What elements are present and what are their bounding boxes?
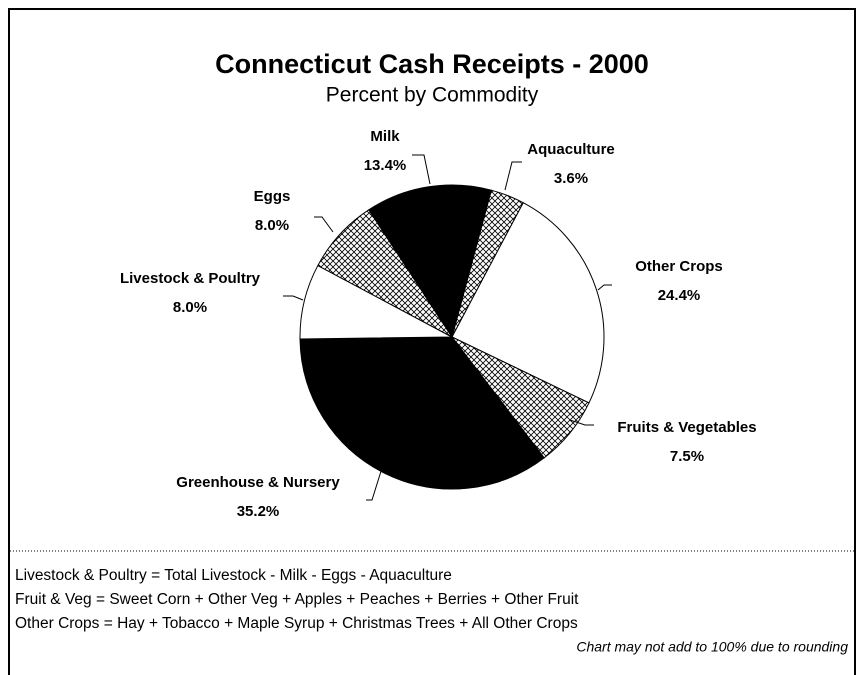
pie-slice — [299, 336, 545, 490]
footnote: Livestock & Poultry = Total Livestock - … — [15, 567, 452, 584]
leader-line — [597, 284, 612, 291]
leader-line — [366, 467, 383, 501]
chart-subtitle: Percent by Commodity — [326, 84, 539, 107]
slice-label: Eggs — [254, 188, 291, 205]
slice-value: 35.2% — [237, 503, 280, 520]
slice-value: 8.0% — [255, 217, 289, 234]
slice-label: Other Crops — [635, 258, 723, 275]
leader-line — [412, 154, 431, 185]
slice-value: 8.0% — [173, 299, 207, 316]
disclaimer: Chart may not add to 100% due to roundin… — [576, 639, 848, 655]
slice-value: 13.4% — [364, 157, 407, 174]
frame — [8, 8, 856, 675]
pie-slice — [451, 202, 605, 404]
slice-label: Milk — [370, 128, 400, 145]
footnote: Fruit & Veg = Sweet Corn + Other Veg + A… — [15, 591, 579, 608]
slice-value: 7.5% — [670, 448, 704, 465]
slice-label: Aquaculture — [527, 141, 615, 158]
leader-line — [569, 419, 594, 426]
leader-line — [504, 161, 522, 191]
slice-label: Fruits & Vegetables — [617, 419, 756, 436]
footnote: Other Crops = Hay + Tobacco + Maple Syru… — [15, 615, 578, 632]
leader-line — [314, 216, 334, 233]
slice-label: Greenhouse & Nursery — [176, 474, 340, 491]
leader-line — [283, 295, 304, 301]
chart-title: Connecticut Cash Receipts - 2000 — [215, 49, 649, 79]
pie-slice — [368, 184, 492, 339]
slice-label: Livestock & Poultry — [120, 270, 261, 287]
slice-value: 24.4% — [658, 287, 701, 304]
slice-value: 3.6% — [554, 170, 588, 187]
